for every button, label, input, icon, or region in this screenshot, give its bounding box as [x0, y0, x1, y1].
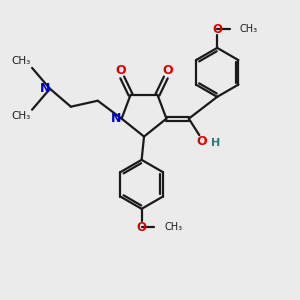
Text: N: N: [39, 82, 50, 95]
Text: CH₃: CH₃: [11, 56, 30, 66]
Text: CH₃: CH₃: [164, 222, 182, 232]
Text: H: H: [211, 138, 220, 148]
Text: O: O: [212, 23, 222, 36]
Text: O: O: [136, 221, 147, 234]
Text: N: N: [111, 112, 122, 125]
Text: CH₃: CH₃: [11, 111, 30, 121]
Text: O: O: [162, 64, 173, 77]
Text: O: O: [115, 64, 126, 77]
Text: O: O: [196, 135, 207, 148]
Text: CH₃: CH₃: [240, 24, 258, 34]
